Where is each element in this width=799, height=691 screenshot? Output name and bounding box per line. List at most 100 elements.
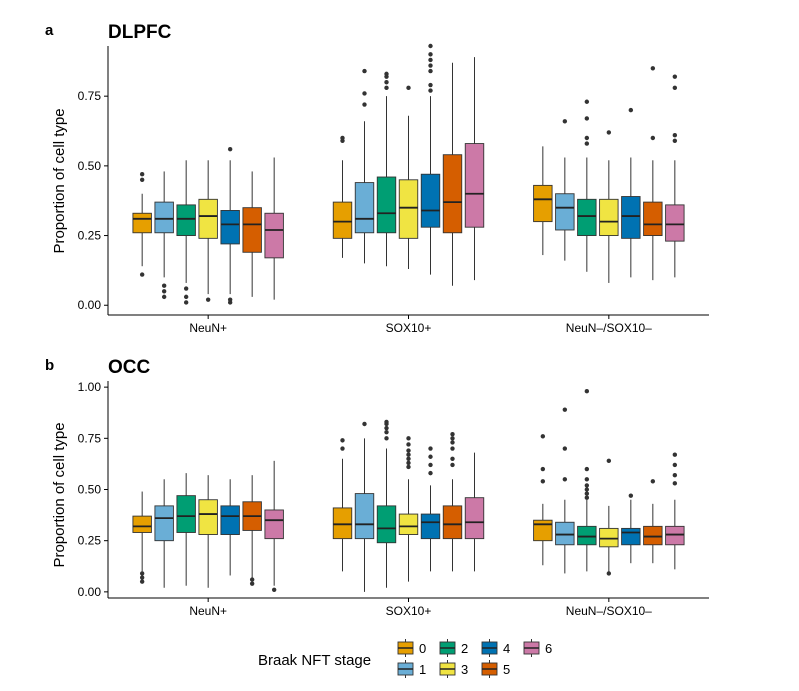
outlier-point <box>450 462 455 468</box>
outlier-point <box>584 483 590 488</box>
outlier-point <box>450 456 455 461</box>
iqr-box <box>198 499 218 535</box>
outlier-point <box>161 289 167 294</box>
outlier-point <box>384 436 389 441</box>
panel-a-box-stage-2 <box>577 99 597 272</box>
outlier-point <box>139 172 145 177</box>
panel-b-box-stage-1 <box>555 407 575 574</box>
panel-b-box-stage-5 <box>242 475 262 586</box>
panel-a: a DLPFC Proportion of cell type 0.00 0.25… <box>45 22 709 335</box>
panel-a-x-tick-label: NeuN–/SOX10– <box>566 321 652 335</box>
panel-a-plot-area: 0.00 0.25 0.50 0.75 NeuN+ SOX10+ NeuN–/SOX10– <box>78 43 709 335</box>
panel-a-box-stage-4 <box>420 43 441 275</box>
outlier-point <box>384 71 389 77</box>
outlier-point <box>183 286 189 291</box>
panel-b-box-stage-5 <box>643 479 663 564</box>
panel-b-box-stage-6 <box>264 460 284 593</box>
iqr-box <box>332 201 353 239</box>
iqr-box <box>398 513 419 535</box>
outlier-point <box>362 421 367 427</box>
iqr-box <box>665 204 685 242</box>
outlier-point <box>428 462 433 468</box>
outlier-point <box>406 436 411 441</box>
iqr-box <box>555 521 575 546</box>
outlier-point <box>628 493 634 498</box>
outlier-point <box>406 456 411 461</box>
outlier-point <box>183 294 189 300</box>
legend-label: 6 <box>545 641 552 656</box>
outlier-point <box>428 63 433 68</box>
iqr-box <box>665 525 685 546</box>
outlier-point <box>249 577 255 582</box>
outlier-point <box>450 436 455 441</box>
panel-a-title: DLPFC <box>108 22 172 43</box>
outlier-point <box>139 272 145 277</box>
panel-a-box-stage-3 <box>198 160 218 302</box>
outlier-point <box>362 102 367 107</box>
outlier-point <box>672 74 678 79</box>
outlier-point <box>406 452 411 457</box>
outlier-point <box>428 52 433 57</box>
iqr-box <box>398 179 419 239</box>
outlier-point <box>562 477 568 482</box>
iqr-box <box>376 505 397 544</box>
outlier-point <box>672 138 678 143</box>
iqr-box <box>555 193 575 231</box>
panel-b-box-stage-0 <box>132 491 152 584</box>
outlier-point <box>584 477 590 482</box>
panel-b-label: b <box>45 357 54 374</box>
outlier-point <box>584 116 590 121</box>
legend-label: 1 <box>419 662 426 677</box>
outlier-point <box>540 434 546 439</box>
outlier-point <box>384 419 389 425</box>
legend-title: Braak NFT stage <box>258 652 371 669</box>
panel-b-box-stage-6 <box>665 452 685 570</box>
iqr-box <box>599 527 619 548</box>
outlier-point <box>428 446 433 451</box>
panel-b-box-stage-1 <box>154 479 174 588</box>
outlier-point <box>428 82 433 88</box>
panel-b-y-tick-label: 0.25 <box>78 534 102 548</box>
panel-a-label: a <box>45 22 54 39</box>
outlier-point <box>584 487 590 492</box>
panel-a-box-stage-6 <box>264 157 284 300</box>
panel-a-box-stage-4 <box>621 107 641 278</box>
iqr-box <box>376 176 397 234</box>
panel-b-box-stage-4 <box>621 493 641 564</box>
panel-a-y-tick-label: 0.50 <box>78 159 102 173</box>
legend-label: 2 <box>461 641 468 656</box>
outlier-point <box>450 446 455 451</box>
outlier-point <box>450 440 455 445</box>
outlier-point <box>227 146 233 152</box>
outlier-point <box>384 85 389 91</box>
outlier-point <box>428 57 433 63</box>
panel-a-box-stage-2 <box>376 71 397 267</box>
outlier-point <box>428 88 433 93</box>
outlier-point <box>139 571 145 576</box>
outlier-point <box>406 442 411 447</box>
iqr-box <box>332 507 353 540</box>
outlier-point <box>650 66 656 71</box>
panel-b-y-tick-label: 0.00 <box>78 585 102 599</box>
panel-b-box-stage-4 <box>220 479 240 576</box>
legend-item-stage-5: 5 <box>481 660 510 678</box>
panel-a-box-stage-0 <box>132 172 152 277</box>
outlier-point <box>161 283 167 288</box>
legend-label: 3 <box>461 662 468 677</box>
outlier-point <box>584 99 590 104</box>
outlier-point <box>362 68 367 74</box>
iqr-box <box>132 212 152 234</box>
iqr-box <box>533 184 553 223</box>
panel-a-box-stage-3 <box>398 85 419 270</box>
iqr-box <box>220 505 240 535</box>
outlier-point <box>428 43 433 49</box>
iqr-box <box>354 493 375 540</box>
panel-b: b OCC Proportion of cell type 0.000.250.… <box>45 357 709 618</box>
outlier-point <box>406 448 411 453</box>
panel-b-box-stage-0 <box>533 434 553 566</box>
outlier-point <box>139 575 145 580</box>
outlier-point <box>183 300 189 305</box>
panel-a-box-stage-0 <box>533 146 553 256</box>
outlier-point <box>139 579 145 584</box>
